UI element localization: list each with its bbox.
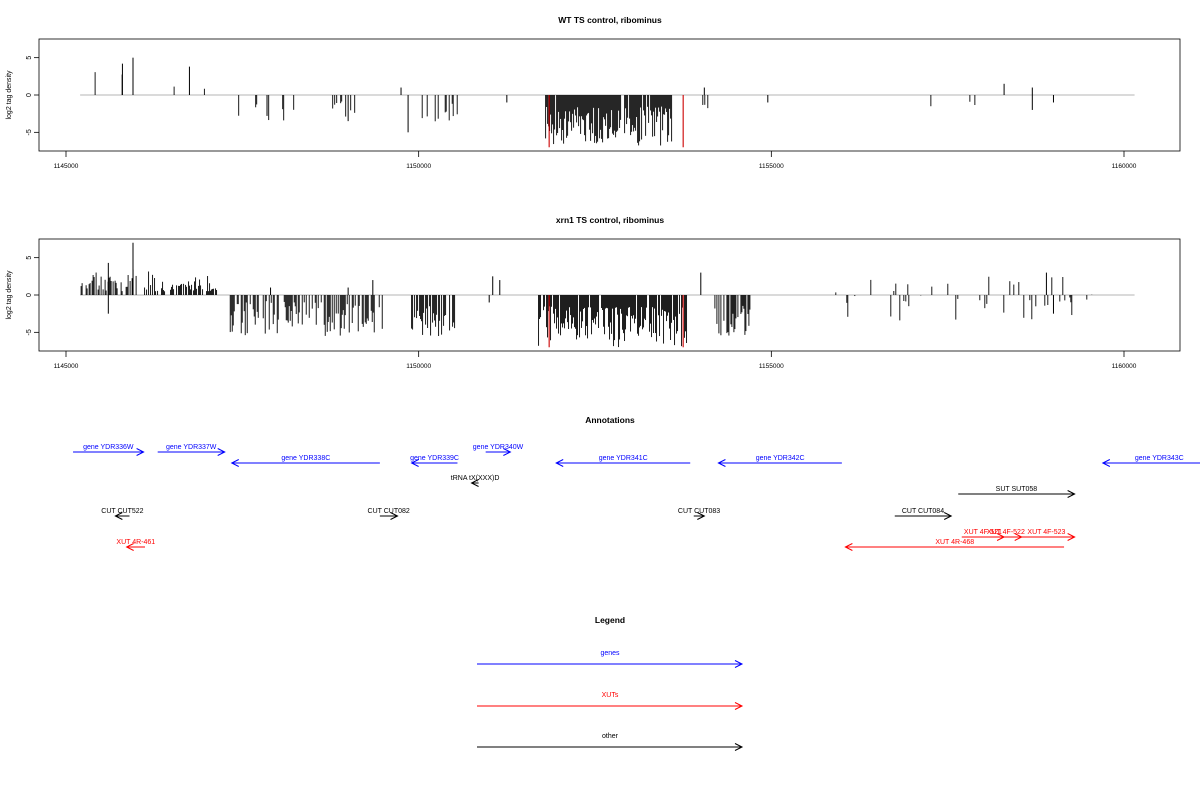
annotation-label: CUT CUT082	[368, 508, 410, 515]
annotation-xut: XUT 4R-461	[116, 539, 155, 551]
wt-bars	[80, 57, 1135, 148]
annotation-arrowhead	[943, 512, 953, 520]
annotation-arrowhead	[230, 459, 239, 467]
annotation-gene: gene YDR342C	[717, 455, 842, 467]
x-tick-label: 1160000	[1112, 163, 1137, 170]
x-tick-label: 1145000	[54, 363, 79, 370]
annotation-xut: XUT 4F-523	[1018, 529, 1076, 541]
annotation-other: CUT CUT522	[101, 508, 144, 520]
annotation-features: gene YDR336W gene YDR337W gene YDR338C gene…	[73, 444, 1200, 551]
x-tick-label: 1155000	[759, 363, 784, 370]
annotation-arrowhead	[555, 459, 564, 467]
annotation-arrowhead	[390, 512, 399, 520]
annotation-label: XUT 4R-461	[116, 539, 155, 546]
x-tick-label: 1150000	[406, 163, 431, 170]
annotation-gene: gene YDR343C	[1101, 455, 1200, 467]
wt-y-axis: -5 0 5	[26, 56, 39, 135]
annotation-arrowhead	[125, 543, 134, 551]
legend-arrowhead	[734, 660, 744, 668]
legend-item-other: other	[477, 733, 744, 751]
annotation-gene: gene YDR339C	[410, 455, 459, 467]
x-tick-label: 1150000	[406, 363, 431, 370]
annotation-arrowhead	[114, 512, 123, 520]
annotation-label: gene YDR341C	[599, 455, 648, 462]
annotation-label: gene YDR339C	[410, 455, 459, 462]
annotation-arrowhead	[1067, 490, 1076, 498]
xrn1-y-axis: -5 0 5	[26, 256, 39, 335]
annotation-label: CUT CUT084	[902, 508, 944, 515]
legend-label: genes	[600, 650, 620, 657]
annotation-label: gene YDR340W	[473, 444, 524, 451]
annotations-title: Annotations	[585, 415, 635, 425]
y-tick-label: -5	[26, 329, 33, 335]
annotation-arrowhead	[503, 448, 512, 456]
annotation-gene: gene YDR341C	[555, 455, 691, 467]
annotation-arrowhead	[697, 512, 706, 520]
y-tick-label: -5	[26, 129, 33, 135]
annotation-arrowhead	[717, 459, 726, 467]
wt-y-axis-label: log2 tag density	[6, 70, 13, 120]
xrn1-panel-title: xrn1 TS control, ribominus	[556, 215, 664, 225]
wt-panel-title: WT TS control, ribominus	[558, 15, 662, 25]
annotation-arrowhead	[217, 448, 226, 456]
xrn1-x-axis: 1145000 1150000 1155000 1160000	[54, 351, 1137, 370]
xrn1-y-axis-label: log2 tag density	[6, 270, 13, 320]
annotation-label: CUT CUT083	[678, 508, 720, 515]
annotation-arrowhead	[470, 479, 479, 487]
annotation-arrowhead	[1067, 533, 1076, 541]
y-tick-label: 0	[26, 93, 33, 97]
x-tick-label: 1160000	[1112, 363, 1137, 370]
annotation-gene: gene YDR340W	[473, 444, 524, 456]
annotation-other: CUT CUT082	[368, 508, 410, 520]
annotation-label: gene YDR336W	[83, 444, 134, 451]
annotation-label: XUT 4F-523	[1027, 529, 1065, 536]
annotation-other: CUT CUT084	[894, 508, 953, 520]
legend-items: genes XUTs other	[477, 650, 744, 751]
wt-x-axis: 1145000 1150000 1155000 1160000	[54, 151, 1137, 170]
legend-item-genes: genes	[477, 650, 744, 668]
legend-arrowhead	[734, 702, 744, 710]
legend-label: other	[602, 733, 619, 740]
annotation-label: CUT CUT522	[101, 508, 143, 515]
annotation-label: XUT 4F-521	[964, 529, 1002, 536]
y-tick-label: 5	[26, 56, 33, 60]
annotation-gene: gene YDR337W	[157, 444, 226, 456]
annotation-label: gene YDR342C	[756, 455, 805, 462]
annotation-arrowhead	[410, 459, 419, 467]
annotation-arrowhead	[1101, 459, 1111, 467]
wt-panel: WT TS control, ribominus log2 tag densit…	[6, 15, 1181, 170]
y-tick-label: 0	[26, 293, 33, 297]
annotation-label: gene YDR343C	[1135, 455, 1184, 462]
annotation-label: XUT 4R-468	[935, 539, 974, 546]
annotation-other: tRNA tX(XXX)D	[451, 475, 500, 487]
annotation-gene: gene YDR336W	[73, 444, 145, 456]
annotation-label: XUT 4F-522	[987, 529, 1025, 536]
legend-title: Legend	[595, 615, 625, 625]
annotation-gene: gene YDR338C	[230, 455, 380, 467]
legend-arrowhead	[734, 743, 744, 751]
annotation-arrowhead	[844, 543, 853, 551]
annotation-xut: XUT 4R-468	[844, 539, 1065, 551]
annotation-arrowhead	[136, 448, 145, 456]
annotation-xut: XUT 4F-522	[987, 529, 1025, 541]
xrn1-panel: xrn1 TS control, ribominus log2 tag dens…	[6, 215, 1181, 370]
annotation-label: gene YDR337W	[166, 444, 217, 451]
annotation-other: SUT SUT058	[958, 486, 1076, 498]
annotation-label: SUT SUT058	[996, 486, 1038, 493]
annotation-label: tRNA tX(XXX)D	[451, 475, 500, 482]
x-tick-label: 1145000	[54, 163, 79, 170]
x-tick-label: 1155000	[759, 163, 784, 170]
legend: Legend genes XUTs other	[477, 615, 744, 751]
legend-item-xuts: XUTs	[477, 692, 744, 710]
annotation-label: gene YDR338C	[281, 455, 330, 462]
legend-label: XUTs	[602, 692, 619, 699]
y-tick-label: 5	[26, 256, 33, 260]
annotation-other: CUT CUT083	[678, 508, 720, 520]
annotations-track: Annotations gene YDR336W gene YDR337Wgene…	[73, 415, 1200, 551]
xrn1-bars	[80, 242, 1135, 348]
